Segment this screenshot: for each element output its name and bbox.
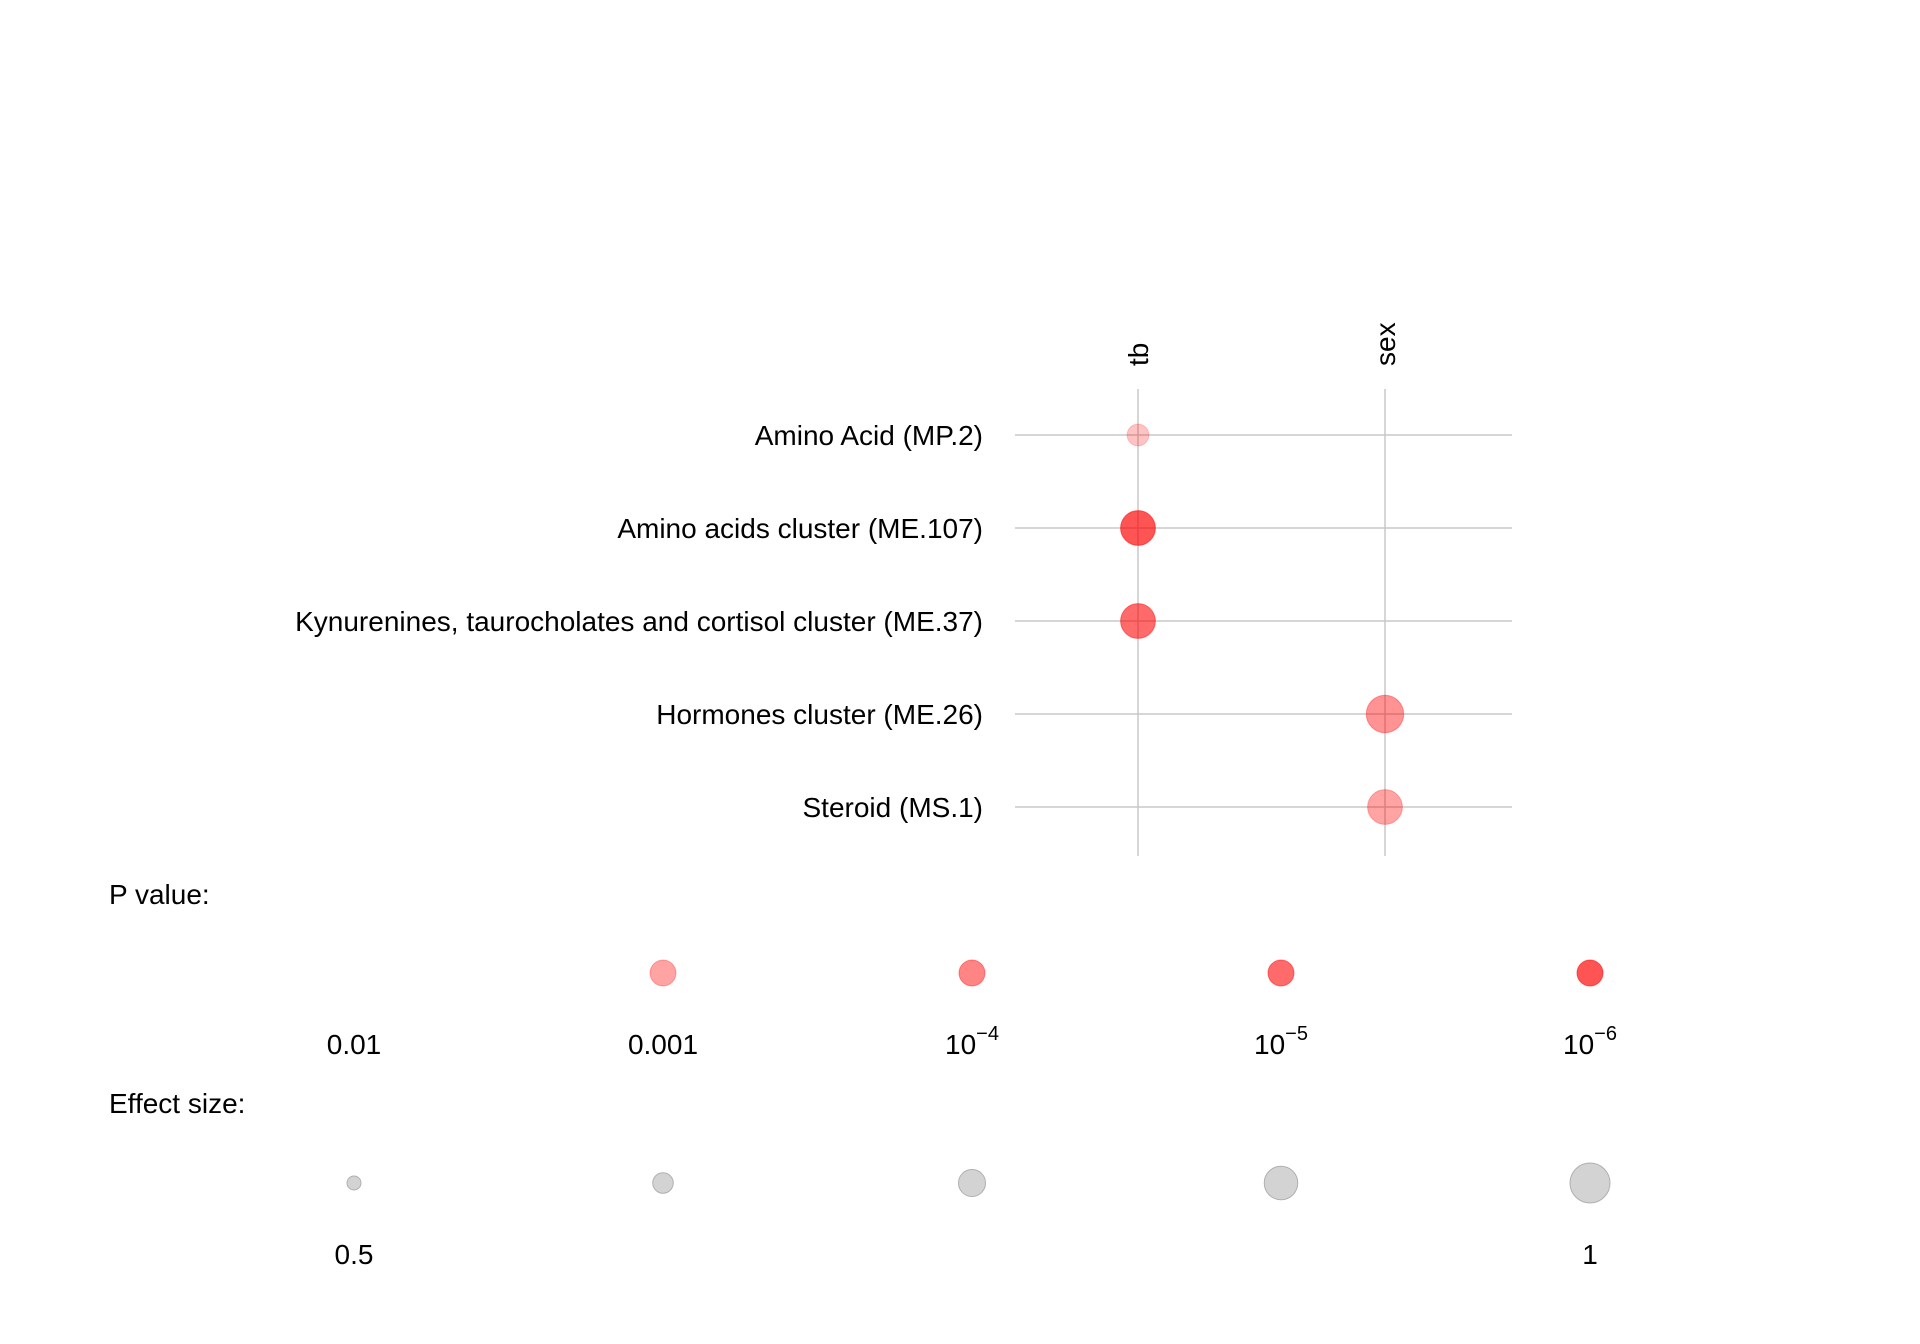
effect-size-legend-key — [1569, 1162, 1611, 1204]
effect-size-legend-key — [958, 1169, 986, 1197]
p-value-legend-title: P value: — [109, 879, 210, 910]
column-label: tb — [1123, 343, 1154, 366]
p-value-legend-label: 10−6 — [1563, 1023, 1617, 1060]
effect-size-legend: Effect size: 0.5 1 — [109, 1088, 1611, 1270]
column-labels: tb sex — [1123, 322, 1401, 366]
row-label: Amino acids cluster (ME.107) — [617, 513, 983, 544]
effect-size-legend-title: Effect size: — [109, 1088, 245, 1119]
p-value-legend-key — [649, 959, 677, 987]
row-labels: Amino Acid (MP.2) Amino acids cluster (ME… — [295, 420, 983, 823]
p-value-legend-label: 0.01 — [327, 1029, 382, 1060]
row-label: Steroid (MS.1) — [803, 792, 984, 823]
row-label: Kynurenines, taurocholates and cortisol … — [295, 606, 983, 637]
effect-size-legend-label: 1 — [1582, 1239, 1598, 1270]
p-value-legend: P value: 0.01 0.001 10−4 10−5 10−6 — [109, 879, 1617, 1060]
column-label: sex — [1370, 322, 1401, 366]
p-value-legend-label: 0.001 — [628, 1029, 698, 1060]
p-value-legend-key — [958, 959, 986, 987]
row-label: Hormones cluster (ME.26) — [656, 699, 983, 730]
effect-size-legend-key — [346, 1175, 362, 1191]
data-point — [1120, 510, 1156, 546]
data-points — [1120, 423, 1405, 825]
effect-size-legend-key — [1263, 1165, 1299, 1201]
effect-size-legend-label: 0.5 — [335, 1239, 374, 1270]
p-value-legend-label: 10−5 — [1254, 1023, 1308, 1060]
effect-size-legend-key — [652, 1172, 674, 1194]
data-point — [1120, 603, 1156, 639]
data-point — [1126, 423, 1150, 447]
p-value-legend-key — [1267, 959, 1295, 987]
p-value-legend-key — [341, 960, 367, 986]
grid-lines — [1015, 389, 1512, 856]
data-point — [1367, 789, 1403, 825]
row-label: Amino Acid (MP.2) — [755, 420, 983, 451]
p-value-legend-key — [1576, 959, 1604, 987]
p-value-legend-label: 10−4 — [945, 1023, 999, 1060]
data-point — [1365, 694, 1405, 734]
